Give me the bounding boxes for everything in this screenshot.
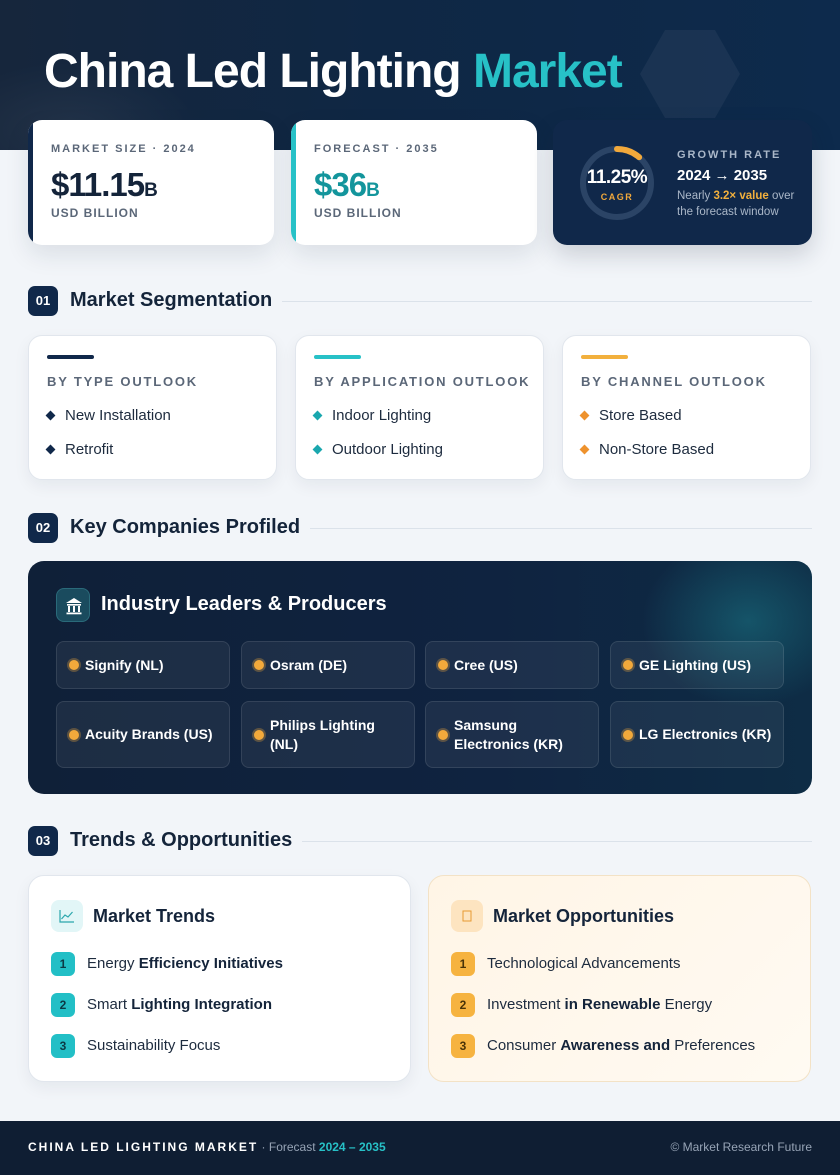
cagr-ring-gauge — [580, 146, 654, 220]
title-accent: Market — [472, 45, 623, 98]
dot-bullet-icon — [69, 660, 79, 670]
segment-heading: BY TYPE OUTLOOK — [47, 374, 198, 389]
number-badge: 2 — [51, 993, 75, 1017]
segment-item: Outdoor Lighting — [312, 441, 443, 458]
companies-panel-title: Industry Leaders & Producers — [101, 593, 387, 615]
growth-rate-label: GROWTH RATE — [677, 149, 782, 161]
opportunity-item: 2 Investment in Renewable Energy — [451, 993, 801, 1017]
card-accent-bar — [28, 120, 33, 245]
segment-heading: BY CHANNEL OUTLOOK — [581, 374, 767, 389]
segment-item: Store Based — [579, 407, 682, 424]
lightbulb-icon — [451, 900, 483, 932]
segment-heading: BY APPLICATION OUTLOOK — [314, 374, 531, 389]
diamond-bullet-icon — [45, 410, 56, 421]
market-opportunities-card: Market Opportunities 1 Technological Adv… — [428, 875, 811, 1082]
company-chip: Philips Lighting (NL) — [241, 701, 415, 768]
number-badge: 1 — [51, 952, 75, 976]
company-chip: Cree (US) — [425, 641, 599, 689]
segment-item: New Installation — [45, 407, 171, 424]
section-header-segmentation: 01 Market Segmentation — [28, 285, 812, 317]
diamond-bullet-icon — [579, 444, 590, 455]
section-header-companies: 02 Key Companies Profiled — [28, 512, 812, 544]
market-trends-title: Market Trends — [93, 906, 216, 926]
company-chip: Acuity Brands (US) — [56, 701, 230, 768]
section-divider — [302, 841, 812, 842]
company-chip: Signify (NL) — [56, 641, 230, 689]
section-number: 02 — [28, 513, 58, 543]
section-divider — [282, 301, 812, 302]
trend-item: 3 Sustainability Focus — [51, 1034, 401, 1058]
growth-rate-range: 2024 → 2035 — [677, 167, 768, 184]
footer-copyright: © Market Research Future — [670, 1140, 812, 1154]
number-badge: 3 — [451, 1034, 475, 1058]
segment-accent — [581, 355, 628, 359]
segment-accent — [47, 355, 94, 359]
cagr-caption: CAGR — [600, 192, 634, 202]
section-title: Key Companies Profiled — [70, 516, 301, 538]
segment-item: Non-Store Based — [579, 441, 714, 458]
footer-caption: CHINA LED LIGHTING MARKET · Forecast 202… — [28, 1140, 386, 1154]
line-chart-icon — [51, 900, 83, 932]
forecast-unit: USD BILLION — [314, 206, 402, 220]
section-header-trends: 03 Trends & Opportunities — [28, 825, 812, 857]
page-title: China Led Lighting Market — [44, 44, 623, 99]
segment-item: Indoor Lighting — [312, 407, 431, 424]
trend-item: 1 Energy Efficiency Initiatives — [51, 952, 401, 976]
market-size-label: MARKET SIZE · 2024 — [51, 143, 196, 155]
company-chip: Samsung Electronics (KR) — [425, 701, 599, 768]
institution-icon — [56, 588, 90, 622]
diamond-bullet-icon — [579, 410, 590, 421]
company-chip: GE Lighting (US) — [610, 641, 784, 689]
forecast-label: FORECAST · 2035 — [314, 143, 439, 155]
segment-card-type: BY TYPE OUTLOOK New Installation Retrofi… — [28, 335, 277, 480]
trend-item: 2 Smart Lighting Integration — [51, 993, 401, 1017]
section-title: Trends & Opportunities — [70, 829, 293, 851]
section-number: 01 — [28, 286, 58, 316]
segment-item: Retrofit — [45, 441, 113, 458]
segment-card-application: BY APPLICATION OUTLOOK Indoor Lighting O… — [295, 335, 544, 480]
dot-bullet-icon — [69, 729, 79, 740]
cagr-ring-arc — [580, 146, 654, 220]
opportunity-item: 1 Technological Advancements — [451, 952, 801, 976]
section-divider — [310, 528, 812, 529]
dot-bullet-icon — [254, 729, 264, 740]
section-title: Market Segmentation — [70, 289, 273, 311]
growth-rate-card: 11.25% CAGR GROWTH RATE 2024 → 2035 Near… — [553, 120, 812, 245]
section-number: 03 — [28, 826, 58, 856]
diamond-bullet-icon — [312, 444, 323, 455]
number-badge: 3 — [51, 1034, 75, 1058]
segment-card-channel: BY CHANNEL OUTLOOK Store Based Non-Store… — [562, 335, 811, 480]
dot-bullet-icon — [623, 660, 633, 670]
forecast-card: FORECAST · 2035 $36B USD BILLION — [291, 120, 537, 245]
dot-bullet-icon — [438, 729, 448, 740]
dot-bullet-icon — [623, 729, 633, 740]
market-size-unit: USD BILLION — [51, 206, 139, 220]
company-chip: Osram (DE) — [241, 641, 415, 689]
dot-bullet-icon — [254, 660, 264, 670]
card-accent-bar — [291, 120, 296, 245]
growth-rate-note: Nearly 3.2× value over the forecast wind… — [677, 190, 795, 218]
number-badge: 1 — [451, 952, 475, 976]
footer: CHINA LED LIGHTING MARKET · Forecast 202… — [0, 1121, 840, 1175]
diamond-bullet-icon — [312, 410, 323, 421]
cagr-value: 11.25% — [586, 167, 648, 188]
dot-bullet-icon — [438, 660, 448, 670]
market-trends-card: Market Trends 1 Energy Efficiency Initia… — [28, 875, 411, 1082]
segment-accent — [314, 355, 361, 359]
companies-panel: Industry Leaders & Producers Signify (NL… — [28, 561, 812, 794]
opportunity-item: 3 Consumer Awareness and Preferences — [451, 1034, 801, 1058]
hexagon-decoration — [640, 30, 740, 118]
company-chip: LG Electronics (KR) — [610, 701, 784, 768]
title-main: China Led Lighting — [44, 45, 462, 98]
market-size-value: $11.15B — [51, 166, 158, 203]
diamond-bullet-icon — [45, 444, 56, 455]
number-badge: 2 — [451, 993, 475, 1017]
market-opportunities-title: Market Opportunities — [493, 906, 675, 926]
market-size-card: MARKET SIZE · 2024 $11.15B USD BILLION — [28, 120, 274, 245]
forecast-value: $36B — [314, 166, 380, 203]
